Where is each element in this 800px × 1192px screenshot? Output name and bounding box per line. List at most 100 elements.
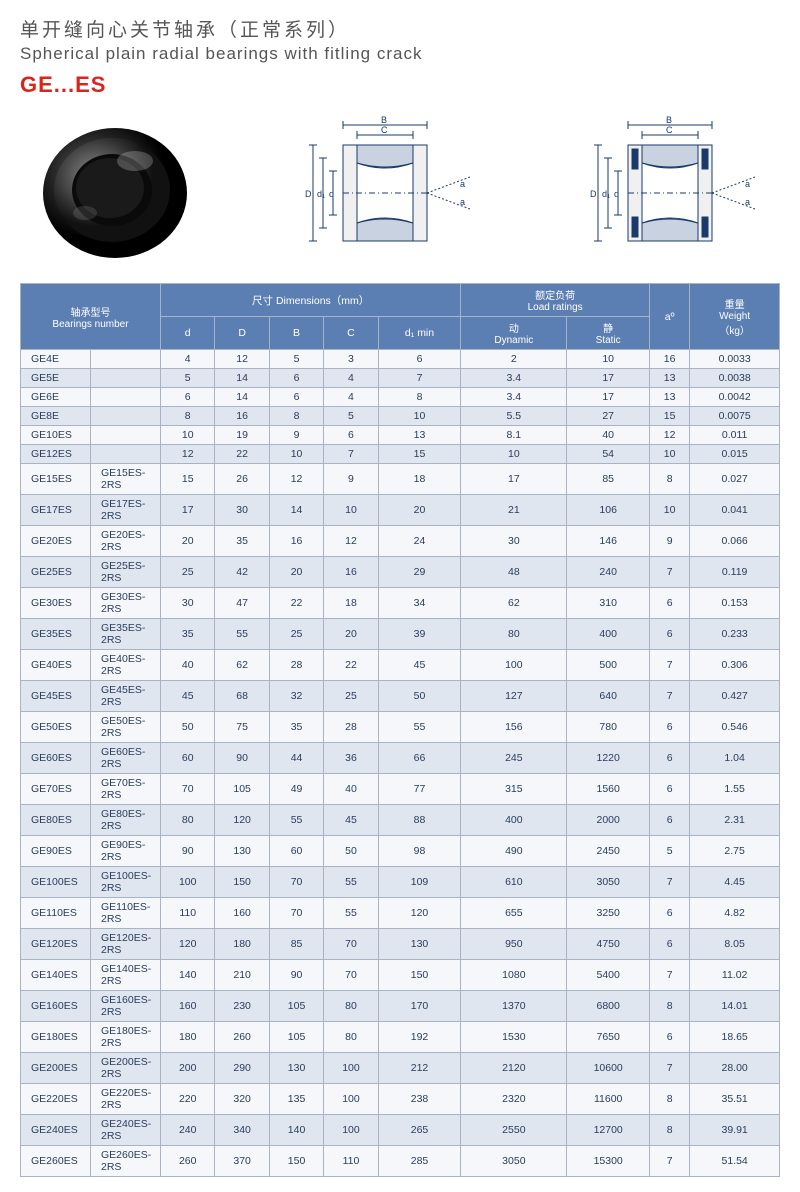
cell-bn2	[91, 369, 161, 388]
cell-sta: 10600	[567, 1053, 650, 1084]
table-row: GE160ESGE160ES-2RS1602301058017013706800…	[21, 991, 780, 1022]
cell-sta: 17	[567, 369, 650, 388]
cell-C: 7	[324, 445, 378, 464]
cell-dyn: 3050	[461, 1146, 567, 1177]
header-C: C	[324, 317, 378, 350]
table-row: GE20ESGE20ES-2RS20351612243014690.066	[21, 526, 780, 557]
table-row: GE4E412536210160.0033	[21, 350, 780, 369]
cell-B: 5	[269, 350, 323, 369]
cell-d: 25	[161, 557, 215, 588]
header-dimensions: 尺寸 Dimensions（mm）	[161, 284, 461, 317]
cell-B: 135	[269, 1084, 323, 1115]
svg-text:d: d	[329, 189, 334, 199]
cell-d: 240	[161, 1115, 215, 1146]
cell-bn1: GE6E	[21, 388, 91, 407]
cell-dyn: 156	[461, 712, 567, 743]
cell-C: 12	[324, 526, 378, 557]
cell-bn1: GE80ES	[21, 805, 91, 836]
specifications-table: 轴承型号 Bearings number 尺寸 Dimensions（mm） 额…	[20, 283, 780, 1177]
cell-D: 90	[215, 743, 269, 774]
cell-D: 26	[215, 464, 269, 495]
cell-B: 105	[269, 991, 323, 1022]
cell-sta: 7650	[567, 1022, 650, 1053]
diagram-1-svg: B C D d₁ d a a	[285, 113, 485, 263]
cell-sta: 146	[567, 526, 650, 557]
cell-C: 110	[324, 1146, 378, 1177]
cell-a: 6	[649, 712, 689, 743]
cell-B: 35	[269, 712, 323, 743]
cell-d1: 238	[378, 1084, 461, 1115]
cell-dyn: 400	[461, 805, 567, 836]
cell-bn2: GE110ES-2RS	[91, 898, 161, 929]
cell-dyn: 21	[461, 495, 567, 526]
cell-B: 44	[269, 743, 323, 774]
table-row: GE45ESGE45ES-2RS456832255012764070.427	[21, 681, 780, 712]
cell-C: 18	[324, 588, 378, 619]
cell-w: 0.027	[690, 464, 780, 495]
table-row: GE90ESGE90ES-2RS90130605098490245052.75	[21, 836, 780, 867]
cell-d1: 45	[378, 650, 461, 681]
cell-w: 4.82	[690, 898, 780, 929]
cell-bn1: GE5E	[21, 369, 91, 388]
cell-bn2: GE90ES-2RS	[91, 836, 161, 867]
cell-a: 10	[649, 445, 689, 464]
cell-bn1: GE12ES	[21, 445, 91, 464]
cell-d1: 212	[378, 1053, 461, 1084]
cell-dyn: 315	[461, 774, 567, 805]
cell-d: 180	[161, 1022, 215, 1053]
cell-d1: 130	[378, 929, 461, 960]
cell-d1: 8	[378, 388, 461, 407]
cell-d1: 18	[378, 464, 461, 495]
svg-text:a: a	[460, 179, 465, 189]
cell-a: 6	[649, 619, 689, 650]
cell-C: 36	[324, 743, 378, 774]
cell-C: 70	[324, 960, 378, 991]
cell-bn1: GE40ES	[21, 650, 91, 681]
cell-bn2	[91, 388, 161, 407]
table-row: GE17ESGE17ES-2RS173014102021106100.041	[21, 495, 780, 526]
cell-D: 150	[215, 867, 269, 898]
cell-d: 35	[161, 619, 215, 650]
table-row: GE15ESGE15ES-2RS152612918178580.027	[21, 464, 780, 495]
cell-d: 80	[161, 805, 215, 836]
cell-d: 30	[161, 588, 215, 619]
cell-a: 8	[649, 991, 689, 1022]
cell-C: 5	[324, 407, 378, 426]
svg-text:B: B	[666, 115, 672, 125]
cell-d1: 88	[378, 805, 461, 836]
cell-w: 0.0033	[690, 350, 780, 369]
cell-a: 7	[649, 681, 689, 712]
cell-dyn: 10	[461, 445, 567, 464]
cell-a: 8	[649, 1084, 689, 1115]
cell-C: 70	[324, 929, 378, 960]
cell-d1: 39	[378, 619, 461, 650]
cell-dyn: 17	[461, 464, 567, 495]
cell-C: 6	[324, 426, 378, 445]
cell-C: 55	[324, 867, 378, 898]
svg-text:d₁: d₁	[317, 189, 325, 199]
table-row: GE240ESGE240ES-2RS2403401401002652550127…	[21, 1115, 780, 1146]
cell-d1: 10	[378, 407, 461, 426]
cell-d: 200	[161, 1053, 215, 1084]
table-row: GE60ESGE60ES-2RS6090443666245122061.04	[21, 743, 780, 774]
cell-D: 30	[215, 495, 269, 526]
cell-D: 19	[215, 426, 269, 445]
cell-bn2: GE15ES-2RS	[91, 464, 161, 495]
cell-sta: 11600	[567, 1084, 650, 1115]
cell-a: 7	[649, 557, 689, 588]
cell-bn2: GE180ES-2RS	[91, 1022, 161, 1053]
cell-a: 15	[649, 407, 689, 426]
table-row: GE110ESGE110ES-2RS1101607055120655325064…	[21, 898, 780, 929]
cell-bn1: GE220ES	[21, 1084, 91, 1115]
cell-D: 120	[215, 805, 269, 836]
header-dynamic: 动 Dynamic	[461, 317, 567, 350]
cell-d: 10	[161, 426, 215, 445]
cell-C: 100	[324, 1084, 378, 1115]
cell-d: 50	[161, 712, 215, 743]
cell-d: 12	[161, 445, 215, 464]
cell-D: 105	[215, 774, 269, 805]
cell-a: 12	[649, 426, 689, 445]
cell-bn1: GE240ES	[21, 1115, 91, 1146]
cell-sta: 106	[567, 495, 650, 526]
cell-sta: 6800	[567, 991, 650, 1022]
